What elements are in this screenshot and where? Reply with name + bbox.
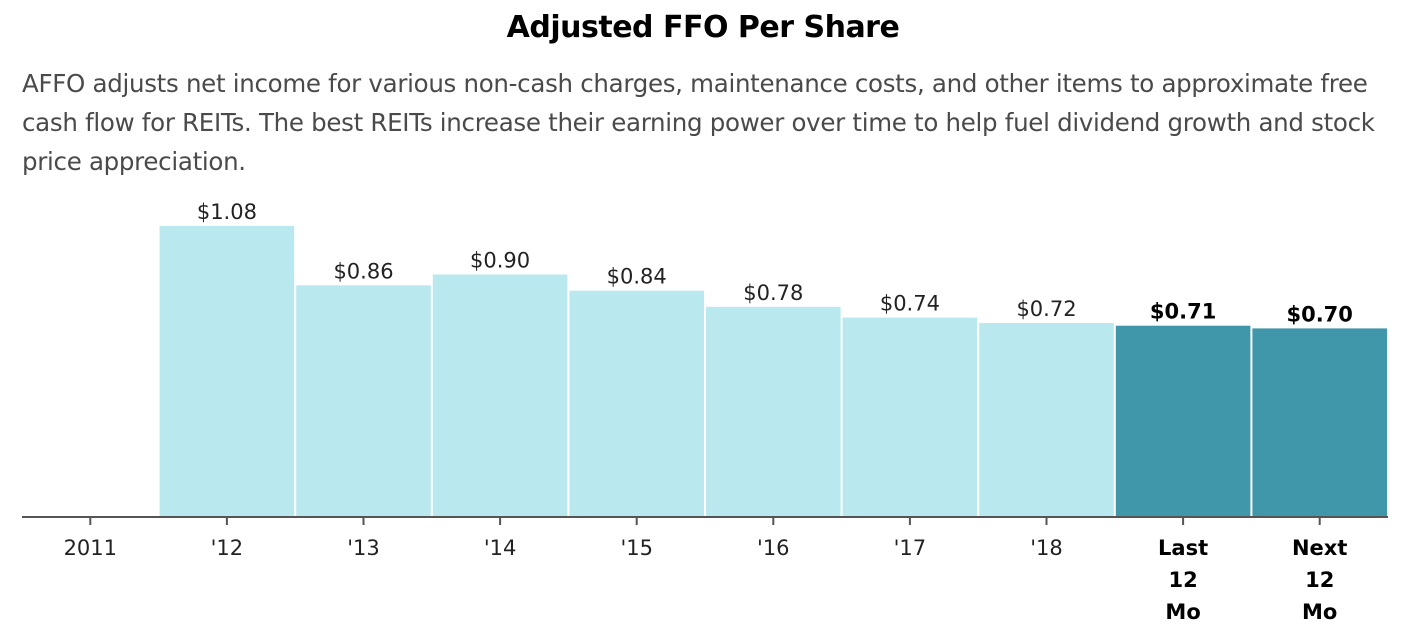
data-label: $0.86 — [333, 259, 393, 283]
x-tick-label: '17 — [894, 536, 927, 560]
bar-4 — [569, 290, 704, 517]
x-tick-label: '18 — [1030, 536, 1063, 560]
x-tick-label: 2011 — [64, 536, 117, 560]
data-label: $0.74 — [880, 292, 940, 316]
x-tick-label: '12 — [211, 536, 244, 560]
bar-6 — [842, 317, 978, 517]
x-tick-label: Last 12 Mo — [1158, 536, 1208, 624]
data-label: $0.90 — [470, 249, 530, 273]
bar-9 — [1252, 328, 1387, 517]
data-label: $0.70 — [1286, 302, 1352, 326]
chart-description: AFFO adjusts net income for various non-… — [22, 69, 1375, 176]
x-tick-label: '16 — [757, 536, 790, 560]
x-tick-label: '15 — [620, 536, 653, 560]
bar-2 — [296, 285, 431, 517]
data-label: $0.84 — [607, 265, 667, 289]
bar-1 — [159, 226, 295, 517]
chart-title: Adjusted FFO Per Share — [506, 10, 900, 45]
x-tick-label: Next 12 Mo — [1292, 536, 1347, 624]
data-label: $0.78 — [743, 281, 803, 305]
x-tick-label: '13 — [347, 536, 380, 560]
data-label: $0.72 — [1016, 297, 1076, 321]
data-label: $1.08 — [197, 200, 257, 224]
bar-3 — [432, 274, 568, 517]
bar-7 — [979, 323, 1114, 517]
bar-8 — [1115, 325, 1251, 517]
x-tick-label: '14 — [484, 536, 517, 560]
data-label: $0.71 — [1150, 300, 1216, 324]
bar-5 — [706, 306, 841, 517]
